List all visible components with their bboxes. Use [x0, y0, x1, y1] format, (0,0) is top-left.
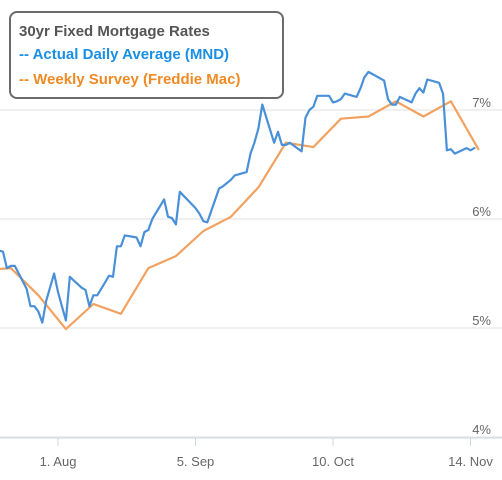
y-tick-labels: 7% 6% 5% 4% [472, 95, 491, 437]
y-tick-label: 7% [472, 95, 491, 110]
series-line-mnd [0, 70, 476, 324]
x-tick-labels: 1. Aug 5. Sep 10. Oct 14. Nov [40, 454, 494, 469]
y-tick-label: 5% [472, 313, 491, 328]
series-line-freddie-mac [0, 100, 480, 331]
legend-item-mnd: -- Actual Daily Average (MND) [19, 46, 230, 63]
x-tick-label: 10. Oct [312, 454, 354, 469]
chart-title: 30yr Fixed Mortgage Rates [19, 23, 210, 40]
y-tick-label: 4% [472, 422, 491, 437]
legend-item-freddie-mac: -- Weekly Survey (Freddie Mac) [19, 71, 241, 88]
x-tick-label: 5. Sep [177, 454, 215, 469]
x-tick-label: 1. Aug [40, 454, 77, 469]
y-tick-label: 6% [472, 204, 491, 219]
series-lines [0, 70, 480, 331]
x-axis [0, 437, 502, 446]
chart-legend: 30yr Fixed Mortgage Rates -- Actual Dail… [9, 11, 284, 99]
x-tick-label: 14. Nov [448, 454, 493, 469]
grid-lines [0, 109, 502, 438]
